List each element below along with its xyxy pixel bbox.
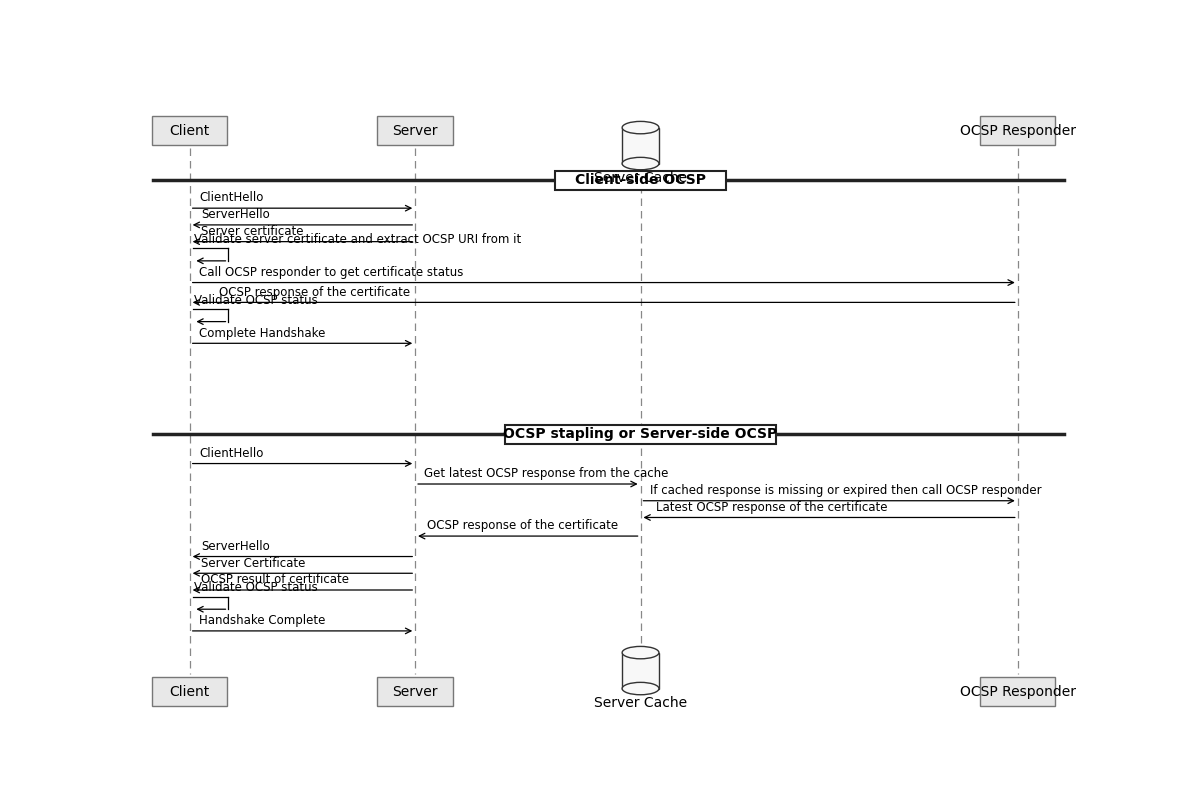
Text: If cached response is missing or expired then call OCSP responder: If cached response is missing or expired…: [649, 484, 1041, 497]
Text: OCSP Responder: OCSP Responder: [960, 124, 1075, 138]
Text: OCSP Responder: OCSP Responder: [960, 685, 1075, 699]
Bar: [556, 171, 725, 190]
Bar: [504, 425, 776, 444]
Bar: [980, 677, 1055, 706]
Text: ClientHello: ClientHello: [199, 192, 264, 204]
Text: Server Certificate: Server Certificate: [201, 556, 305, 570]
Text: Call OCSP responder to get certificate status: Call OCSP responder to get certificate s…: [199, 266, 463, 279]
Ellipse shape: [622, 646, 659, 658]
Text: ClientHello: ClientHello: [199, 447, 264, 460]
Text: OCSP response of the certificate: OCSP response of the certificate: [426, 519, 617, 532]
Text: OCSP stapling or Server-side OCSP: OCSP stapling or Server-side OCSP: [503, 427, 777, 441]
Ellipse shape: [622, 157, 659, 170]
Text: Client-side OCSP: Client-side OCSP: [575, 173, 706, 188]
Text: Client: Client: [170, 685, 210, 699]
Text: Server Cache: Server Cache: [594, 171, 687, 185]
Text: Handshake Complete: Handshake Complete: [199, 614, 325, 627]
Text: Get latest OCSP response from the cache: Get latest OCSP response from the cache: [424, 467, 668, 481]
Text: Server certificate: Server certificate: [201, 225, 304, 238]
Text: Latest OCSP response of the certificate: Latest OCSP response of the certificate: [656, 501, 888, 514]
Bar: [152, 677, 228, 706]
Text: ServerHello: ServerHello: [201, 208, 269, 221]
Text: OCSP response of the certificate: OCSP response of the certificate: [220, 286, 411, 299]
Bar: [377, 677, 453, 706]
Text: Validate OCSP status: Validate OCSP status: [195, 294, 318, 307]
Bar: [152, 117, 228, 145]
Text: Server Cache: Server Cache: [594, 696, 687, 710]
Ellipse shape: [622, 683, 659, 695]
Text: OCSP result of certificate: OCSP result of certificate: [201, 573, 349, 586]
Ellipse shape: [622, 122, 659, 134]
Text: ServerHello: ServerHello: [201, 540, 269, 553]
Text: Validate server certificate and extract OCSP URI from it: Validate server certificate and extract …: [195, 233, 521, 246]
Bar: [622, 128, 659, 163]
Text: Complete Handshake: Complete Handshake: [199, 327, 325, 340]
Bar: [980, 117, 1055, 145]
Bar: [377, 117, 453, 145]
Text: Client: Client: [170, 124, 210, 138]
Text: Server: Server: [393, 685, 438, 699]
Bar: [622, 653, 659, 688]
Text: Server: Server: [393, 124, 438, 138]
Text: Validate OCSP status: Validate OCSP status: [195, 581, 318, 594]
